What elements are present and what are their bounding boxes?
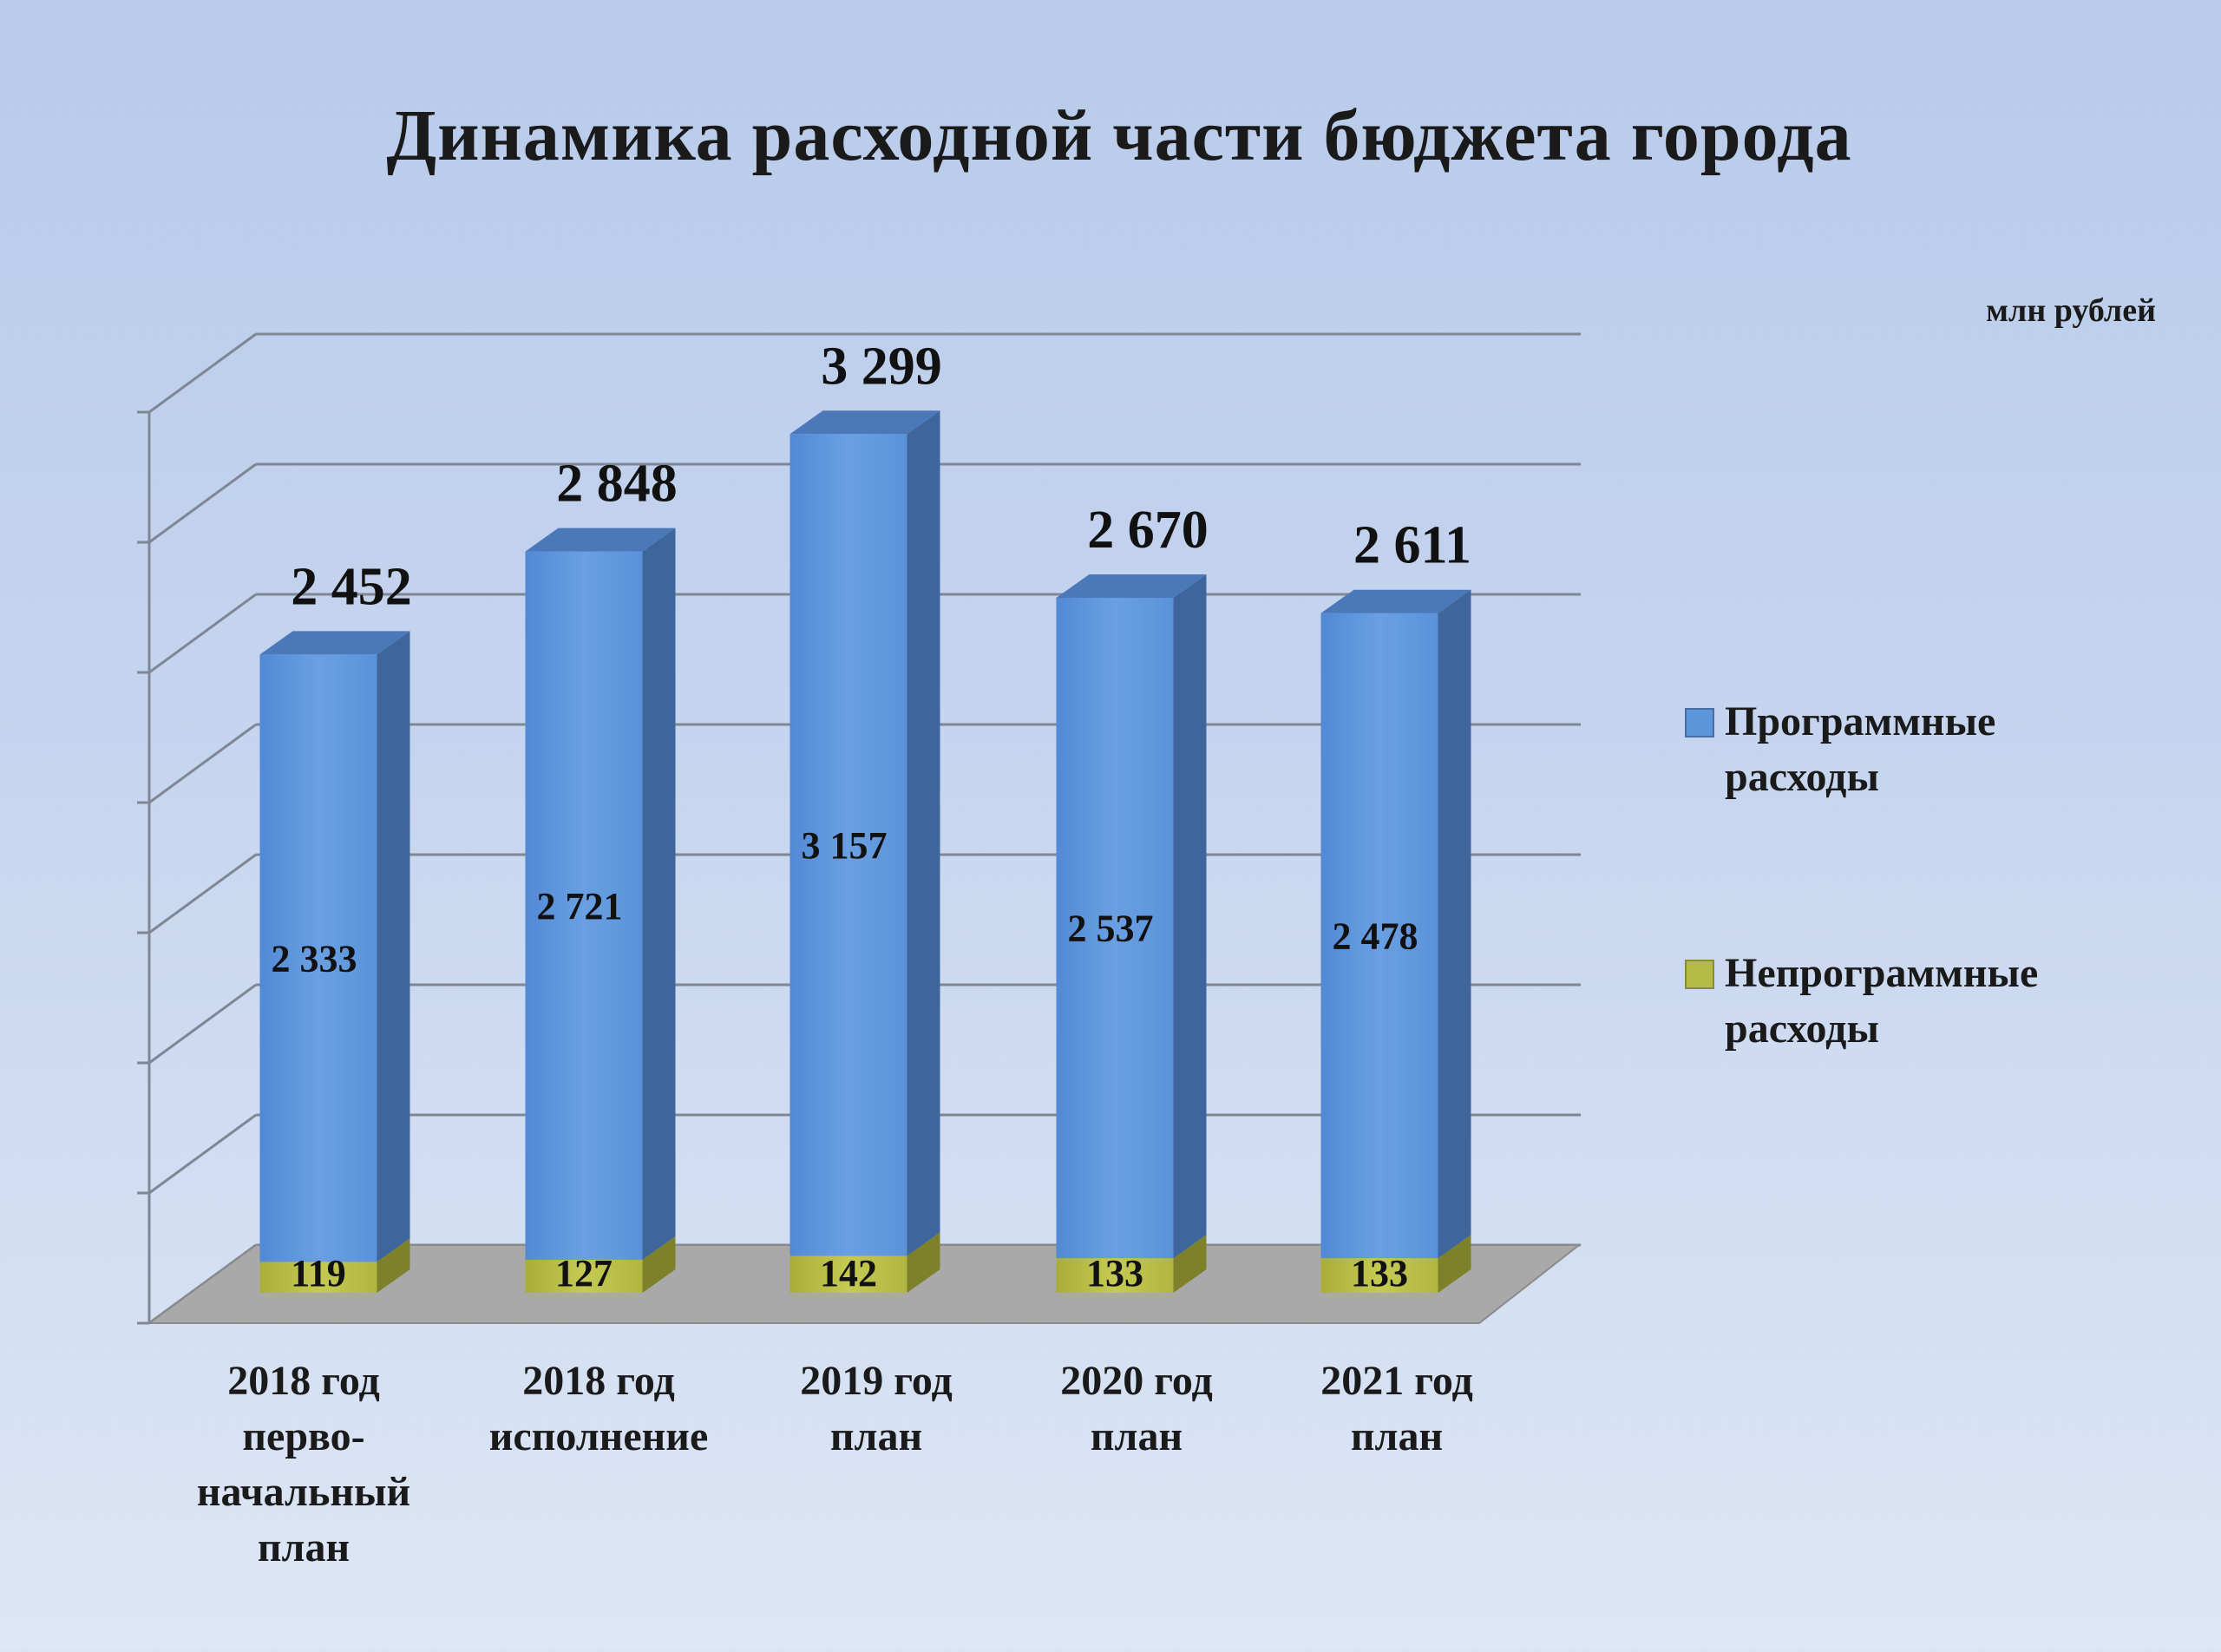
bar-nonprogram	[525, 1259, 643, 1293]
bar-program-side	[1438, 589, 1471, 1259]
bar-nonprogram	[789, 1255, 907, 1293]
bar-program	[789, 434, 907, 1256]
bar-program	[259, 654, 377, 1262]
bar-program-top	[259, 631, 410, 655]
chart-labels: 119 2 333 2 452 127 2 721 2 848 142 3 157 3 299 1…	[272, 337, 1472, 1295]
category-label: 2019 год план	[800, 1358, 953, 1459]
unit-label: млн рублей	[1986, 292, 2156, 329]
data-label-program: 3 157	[802, 824, 888, 867]
bar-program-side	[377, 631, 410, 1262]
legend-label: Непрограммные	[1725, 950, 2039, 996]
bar-program	[1056, 598, 1174, 1259]
category-label: 2018 год исполнение	[488, 1358, 709, 1459]
bar-nonprogram	[259, 1262, 377, 1293]
data-label-total: 2 848	[556, 455, 678, 514]
gridline-side	[148, 983, 257, 1065]
gridline-side	[148, 723, 257, 804]
legend-label: Программные	[1725, 698, 1996, 744]
chart-bars	[259, 410, 1471, 1293]
bar-program	[1320, 613, 1438, 1259]
category-label: 2020 год план	[1060, 1358, 1213, 1459]
data-label-nonprogram: 133	[1086, 1252, 1143, 1295]
gridline-side	[148, 593, 257, 674]
data-label-program: 2 333	[272, 937, 357, 980]
data-label-program: 2 537	[1068, 908, 1154, 950]
legend-label: расходы	[1725, 754, 1879, 800]
bar-nonprogram-side	[907, 1232, 940, 1293]
bar-nonprogram	[1320, 1258, 1438, 1293]
legend-item: Непрограммные расходы	[1685, 946, 2136, 1057]
data-label-program: 2 721	[537, 885, 623, 928]
bar-program-top	[789, 410, 940, 435]
bar-program-side	[907, 410, 940, 1256]
data-label-nonprogram: 119	[291, 1252, 346, 1295]
bar-nonprogram-side	[1438, 1235, 1471, 1293]
bar-program-top	[1320, 589, 1471, 613]
data-label-total: 3 299	[821, 337, 942, 396]
data-label-nonprogram: 127	[555, 1252, 613, 1295]
bar-nonprogram-side	[642, 1236, 676, 1293]
gridline-side	[148, 1113, 257, 1195]
data-label-nonprogram: 133	[1351, 1252, 1408, 1295]
bar-program	[525, 551, 643, 1260]
data-label-total: 2 611	[1353, 516, 1471, 575]
bar-program-side	[642, 528, 676, 1260]
category-label: 2021 год план	[1320, 1358, 1473, 1459]
category-label: 2018 год перво- начальный план	[196, 1358, 411, 1570]
legend-item: Программные расходы	[1685, 694, 2136, 805]
bar-nonprogram	[1056, 1258, 1174, 1293]
bar-program-top	[1056, 574, 1207, 598]
chart-title: Динамика расходной части бюджета города	[386, 95, 1852, 176]
bar-program-top	[525, 528, 676, 552]
legend-swatch	[1685, 708, 1714, 738]
data-label-program: 2 478	[1333, 914, 1418, 957]
gridline-side	[148, 853, 257, 934]
bar-nonprogram-side	[1173, 1235, 1207, 1293]
gridline-side	[148, 462, 257, 544]
legend-label: расходы	[1725, 1006, 1879, 1052]
bar-nonprogram-side	[377, 1238, 410, 1293]
data-label-total: 2 670	[1087, 501, 1209, 560]
data-label-total: 2 452	[291, 557, 412, 616]
legend-swatch	[1685, 960, 1714, 989]
bar-program-side	[1173, 574, 1207, 1259]
data-label-nonprogram: 142	[820, 1252, 877, 1295]
gridline-side	[148, 332, 257, 414]
